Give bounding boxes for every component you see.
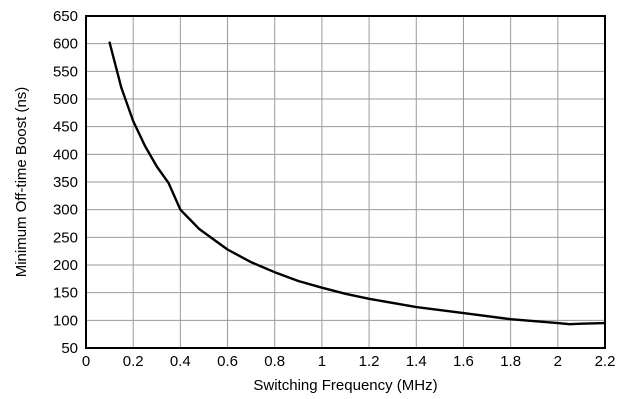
x-tick-label: 0	[82, 353, 90, 370]
y-tick-label: 250	[53, 229, 78, 246]
y-tick-label: 600	[53, 36, 78, 53]
y-tick-label: 200	[53, 257, 78, 274]
x-tick-label: 2.2	[595, 353, 616, 370]
x-tick-label: 1.8	[500, 353, 521, 370]
y-tick-label: 450	[53, 119, 78, 136]
tick-labels: 0 0.2 0.4 0.6 0.8 1 1.2 1.4 1.6 1.8 2 2.2 50 100 150 20…	[53, 8, 615, 370]
y-tick-label: 150	[53, 285, 78, 302]
series-line	[108, 41, 607, 326]
y-axis-title: Minimum Off-time Boost (ns)	[13, 87, 30, 278]
x-tick-label: 0.8	[264, 353, 285, 370]
y-tick-label: 350	[53, 174, 78, 191]
x-tick-label: 0.6	[217, 353, 238, 370]
grid	[85, 15, 606, 349]
x-tick-label: 1	[318, 353, 326, 370]
y-tick-label: 100	[53, 312, 78, 329]
y-tick-label: 300	[53, 202, 78, 219]
x-tick-label: 0.2	[123, 353, 144, 370]
y-tick-label: 50	[61, 340, 78, 357]
plot-frame	[85, 15, 606, 349]
x-tick-label: 2	[554, 353, 562, 370]
x-tick-label: 1.2	[359, 353, 380, 370]
y-tick-label: 400	[53, 146, 78, 163]
series	[108, 41, 607, 326]
y-tick-label: 500	[53, 91, 78, 108]
x-tick-label: 0.4	[170, 353, 191, 370]
x-tick-label: 1.4	[406, 353, 427, 370]
y-tick-label: 650	[53, 8, 78, 25]
y-tick-label: 550	[53, 63, 78, 80]
x-tick-label: 1.6	[453, 353, 474, 370]
x-axis-title: Switching Frequency (MHz)	[253, 377, 437, 394]
